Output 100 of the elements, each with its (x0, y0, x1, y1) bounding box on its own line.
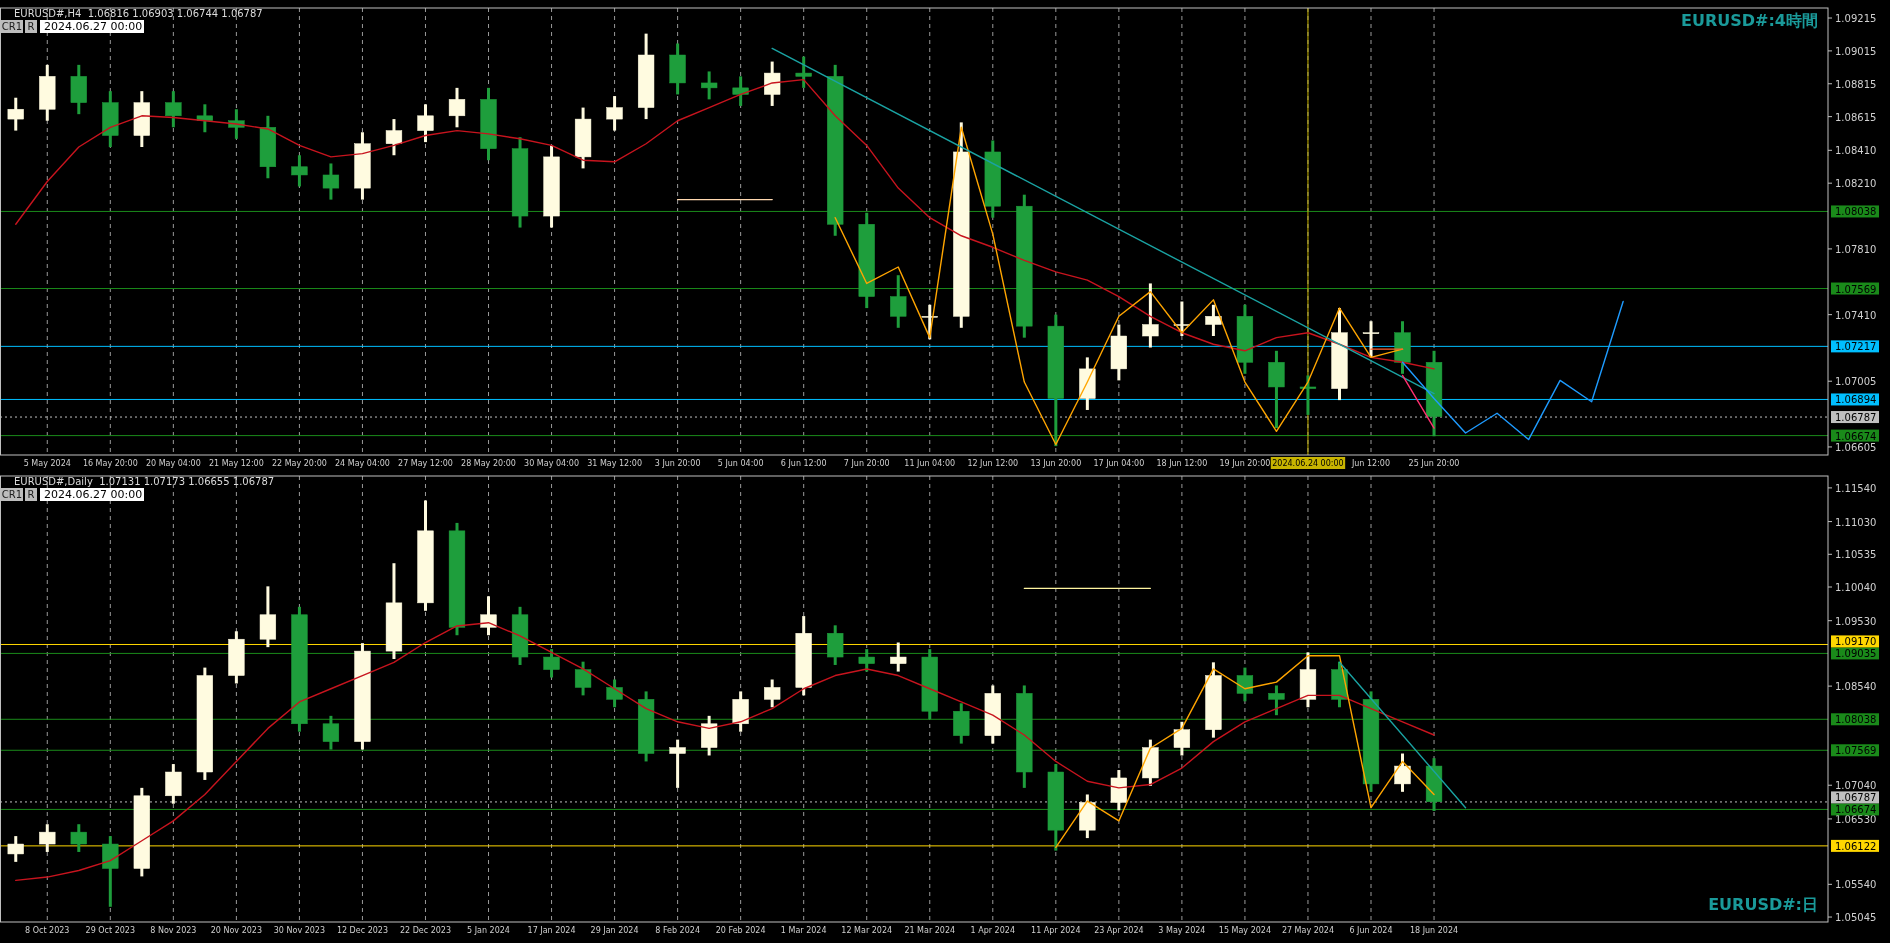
x-tick-label: 19 Jun 20:00 (1219, 459, 1271, 468)
candlestick (1394, 753, 1411, 792)
x-tick-label: 8 Oct 2023 (25, 926, 70, 935)
ref-line-label: 1.06674 (1835, 430, 1877, 442)
candlestick (7, 97, 24, 131)
candlestick (606, 96, 623, 131)
y-tick-label: 1.11030 (1835, 516, 1877, 528)
x-tick-label: 17 Jun 04:00 (1093, 459, 1145, 468)
candlestick (890, 642, 907, 672)
annotation: EURUSD#:4時間 (1681, 11, 1818, 30)
y-tick-label: 1.07410 (1835, 309, 1877, 321)
candlestick (70, 824, 87, 852)
candlestick (1236, 667, 1254, 702)
candlestick (291, 155, 308, 187)
candlestick (543, 649, 560, 678)
candlestick (764, 61, 781, 106)
x-tick-label: 28 May 20:00 (461, 459, 516, 468)
candlestick (1142, 283, 1159, 348)
x-tick-label: 29 Oct 2023 (85, 926, 136, 935)
y-tick-label: 1.08815 (1835, 78, 1877, 90)
y-tick-label: 1.08540 (1835, 681, 1877, 693)
candlestick (701, 71, 718, 100)
x-tick-label: 11 Jun 04:00 (904, 459, 956, 468)
x-tick-label: 20 Feb 2024 (715, 926, 766, 935)
candlestick (732, 76, 749, 106)
x-tick-label: 8 Nov 2023 (150, 926, 197, 935)
candlestick (448, 86, 466, 128)
candlestick (764, 679, 781, 708)
ref-line-label: 1.06787 (1835, 792, 1877, 804)
annotation: R (27, 489, 35, 500)
x-tick-label: 20 Nov 2023 (210, 926, 262, 935)
x-tick-label: 18 Jun 12:00 (1156, 459, 1208, 468)
ref-line-label: 1.09035 (1835, 648, 1877, 660)
x-tick-label: 22 Dec 2023 (399, 926, 452, 935)
y-tick-label: 1.09015 (1835, 45, 1877, 57)
x-tick-label: 21 Mar 2024 (904, 926, 956, 935)
candlestick (606, 679, 623, 708)
ref-line-label: 1.07217 (1835, 341, 1877, 353)
y-tick-label: 1.07040 (1835, 780, 1877, 792)
x-tick-label: 6 Jun 12:00 (780, 459, 827, 468)
ref-line-label: 1.08038 (1835, 206, 1877, 218)
candlestick (669, 739, 686, 788)
candlestick (165, 764, 182, 804)
x-tick-label: 22 May 20:00 (271, 459, 327, 468)
candlestick (858, 649, 875, 672)
ref-line-label: 1.09170 (1835, 636, 1877, 648)
candlestick (7, 836, 24, 862)
x-tick-label: 30 May 04:00 (524, 459, 579, 468)
x-tick-label: 3 Jun 20:00 (654, 459, 701, 468)
x-tick-label: 23 Apr 2024 (1094, 926, 1144, 935)
candlestick (890, 275, 907, 328)
x-tick-label: 12 Mar 2024 (841, 926, 893, 935)
x-tick-label: 21 May 12:00 (208, 459, 264, 468)
ref-line-label: 1.08038 (1835, 714, 1877, 726)
chart-title: EURUSD#,Daily 1.07131 1.07173 1.06655 1.06787 (14, 476, 275, 487)
annotation: CR1 (1, 489, 23, 500)
x-tick-label: 31 May 12:00 (587, 459, 643, 468)
y-tick-label: 1.09530 (1835, 615, 1877, 627)
candlestick (322, 163, 340, 200)
ref-line-label: 1.06894 (1835, 394, 1877, 406)
x-tick-label: 24 May 04:00 (335, 459, 390, 468)
y-tick-label: 1.07005 (1835, 376, 1877, 388)
annotation: EURUSD#:日 (1708, 895, 1818, 914)
x-tick-label: 20 May 04:00 (145, 459, 201, 468)
candlestick (322, 714, 340, 750)
x-tick-label: Jun 12:00 (1350, 459, 1391, 468)
x-tick-label: 5 Jan 2024 (467, 926, 510, 935)
x-tick-label: 6 Jun 2024 (1349, 926, 1393, 935)
y-tick-label: 1.08210 (1835, 178, 1877, 190)
x-tick-label: 11 Apr 2024 (1031, 926, 1081, 935)
x-tick-label: 16 May 20:00 (82, 459, 138, 468)
candlestick (1299, 375, 1317, 415)
x-tick-label: 3 May 2024 (1158, 926, 1206, 935)
candlestick (417, 104, 434, 144)
candlestick (574, 661, 592, 696)
y-tick-label: 1.08615 (1835, 111, 1877, 123)
annotation: R (27, 21, 35, 32)
ref-line-label: 1.07569 (1835, 745, 1877, 757)
text: 2024.06.27 00:00 (44, 488, 143, 501)
text: 2024.06.27 00:00 (44, 20, 143, 33)
candlestick (1268, 685, 1285, 717)
ref-line-label: 1.07569 (1835, 283, 1877, 295)
x-tick-label: 12 Jun 12:00 (967, 459, 1019, 468)
y-tick-label: 1.06530 (1835, 813, 1877, 825)
candlestick (795, 56, 812, 88)
x-tick-label: 18 Jun 2024 (1409, 926, 1459, 935)
x-tick-label: 27 May 12:00 (398, 459, 453, 468)
y-tick-label: 1.10040 (1835, 582, 1877, 593)
ref-line-label: 1.06122 (1835, 840, 1877, 852)
ref-line-label: 1.06674 (1835, 804, 1877, 816)
candlestick (385, 119, 403, 156)
x-tick-label: 25 Jun 20:00 (1408, 459, 1460, 468)
x-tick-label: 1 Apr 2024 (970, 926, 1015, 935)
x-tick-label: 5 Jun 04:00 (717, 459, 764, 468)
candlestick (701, 714, 718, 756)
y-tick-label: 1.10535 (1835, 549, 1877, 561)
y-tick-label: 1.05045 (1835, 912, 1877, 924)
y-tick-label: 1.07810 (1835, 243, 1877, 255)
candlestick (1173, 720, 1191, 756)
y-tick-label: 1.11540 (1835, 482, 1877, 494)
